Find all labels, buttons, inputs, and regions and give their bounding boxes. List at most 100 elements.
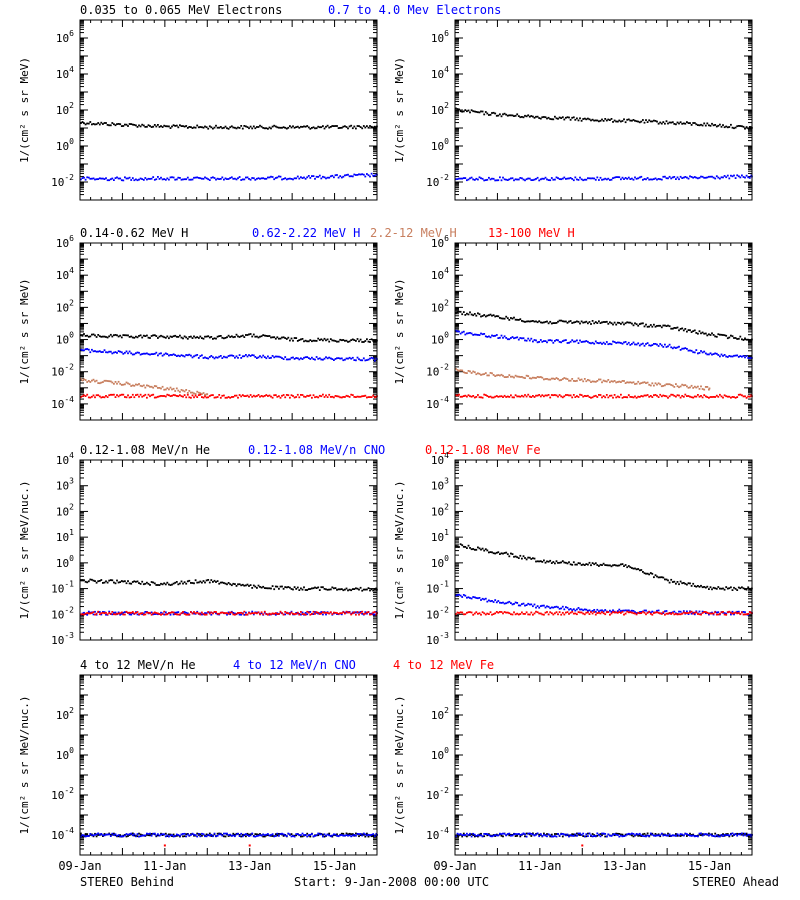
data-point [513,611,515,614]
data-point [620,612,622,614]
data-point [238,354,241,356]
data-point [687,329,690,331]
data-point [591,396,594,399]
data-point [116,612,118,615]
data-point [580,608,583,611]
data-point [604,343,607,345]
data-point [491,396,493,399]
data-point [185,611,188,614]
data-point [601,611,603,613]
data-point [737,356,740,358]
data-point [144,335,147,337]
data-point [120,611,123,614]
data-point [544,611,547,614]
data-point [599,176,602,179]
data-point [484,394,487,396]
data-point [621,610,624,613]
data-point [133,396,136,399]
data-point [664,324,666,327]
data-point [364,175,367,178]
data-point [318,613,321,615]
data-point [166,353,169,355]
data-point [731,335,734,338]
data-point [645,178,647,181]
data-point [506,395,509,398]
data-point [505,611,508,614]
data-point [212,612,214,615]
data-point [533,320,536,323]
data-point [648,325,651,328]
data-point [714,177,717,180]
data-point [519,177,522,179]
data-point [459,611,462,614]
data-point [734,354,737,357]
data-point [607,379,610,381]
data-point [748,177,751,179]
data-point [153,334,156,337]
data-point [627,611,630,614]
data-point [350,393,353,396]
data-point [517,319,520,321]
data-point [671,611,674,614]
data-point [323,337,326,340]
data-point [201,396,203,398]
data-point [649,120,652,123]
data-point [657,396,660,398]
data-point [131,123,134,126]
data-point [355,613,357,616]
data-point [541,604,544,607]
data-point [497,337,500,339]
data-point [499,176,501,179]
data-point [224,356,227,359]
data-point [489,395,492,398]
data-point [339,338,342,341]
data-point [635,612,638,614]
data-point [362,613,365,615]
data-point [89,121,92,123]
data-point [602,341,605,344]
data-point [466,332,468,335]
data-point [238,613,241,616]
data-point [618,176,621,179]
data-point [347,395,349,398]
data-point [102,123,104,125]
data-point [210,355,213,357]
data-point [462,395,465,397]
data-point [292,395,294,397]
data-point [737,175,740,178]
data-point [238,583,241,586]
data-point [637,177,640,180]
data-point [500,611,503,613]
data-point [245,125,247,128]
data-point [163,395,166,397]
data-point [109,393,112,396]
data-point [671,384,674,387]
data-point [237,335,239,338]
data-point [478,334,481,336]
data-point [366,588,368,591]
data-point [345,174,348,176]
data-point [673,346,676,349]
data-point [602,321,605,323]
data-point [158,387,161,389]
data-point [248,178,250,180]
data-point [516,602,519,604]
data-point [484,597,487,600]
data-point [337,340,340,343]
data-point [323,357,326,360]
data-point [612,564,614,567]
data-point [675,178,677,180]
data-point [549,339,552,341]
data-point [252,354,255,357]
data-point [340,357,343,360]
data-point [555,611,558,614]
data-point [687,613,690,615]
data-point [521,557,523,560]
data-point [89,578,92,581]
data-point [254,395,257,398]
data-point [120,393,123,396]
data-point [649,572,652,574]
data-point [204,393,206,396]
data-point [505,337,508,339]
data-point [624,322,627,325]
